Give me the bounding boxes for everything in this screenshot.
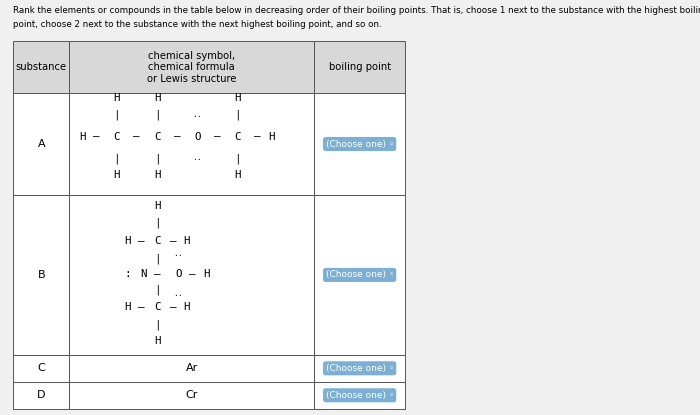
Text: ..: .. — [174, 289, 183, 298]
Text: —: — — [254, 132, 260, 142]
Text: (Choose one) ◦: (Choose one) ◦ — [326, 271, 393, 279]
Text: H: H — [203, 269, 209, 279]
Text: Cr: Cr — [186, 390, 198, 400]
Text: H: H — [154, 201, 160, 212]
Text: ..: .. — [193, 110, 202, 119]
Text: |: | — [154, 110, 160, 120]
FancyBboxPatch shape — [13, 93, 69, 195]
Text: A: A — [38, 139, 45, 149]
Text: —: — — [174, 132, 181, 142]
Text: |: | — [113, 110, 120, 120]
FancyBboxPatch shape — [69, 195, 314, 355]
Text: ..: .. — [174, 249, 183, 258]
Text: H: H — [125, 236, 131, 246]
Text: |: | — [154, 320, 160, 330]
Text: —: — — [170, 302, 176, 312]
Text: |: | — [113, 153, 120, 164]
FancyBboxPatch shape — [314, 93, 405, 195]
Text: H: H — [183, 236, 190, 246]
Text: (Choose one) ◦: (Choose one) ◦ — [326, 139, 393, 149]
FancyBboxPatch shape — [314, 382, 405, 409]
Text: C: C — [154, 302, 160, 312]
Text: boiling point: boiling point — [328, 62, 391, 72]
Text: —: — — [132, 132, 139, 142]
FancyBboxPatch shape — [69, 93, 314, 195]
Text: H: H — [79, 132, 86, 142]
Text: D: D — [37, 390, 46, 400]
Text: H: H — [234, 93, 240, 103]
Text: O: O — [175, 269, 182, 279]
FancyBboxPatch shape — [69, 382, 314, 409]
Text: |: | — [234, 110, 240, 120]
Text: C: C — [113, 132, 120, 142]
Text: —: — — [138, 302, 144, 312]
Text: —: — — [170, 236, 176, 246]
FancyBboxPatch shape — [13, 42, 69, 93]
Text: —: — — [138, 236, 144, 246]
Text: substance: substance — [15, 62, 67, 72]
Text: |: | — [234, 153, 240, 164]
Text: O: O — [194, 132, 200, 142]
Text: N: N — [141, 269, 147, 279]
Text: Rank the elements or compounds in the table below in decreasing order of their b: Rank the elements or compounds in the ta… — [13, 6, 700, 15]
FancyBboxPatch shape — [13, 195, 69, 355]
Text: —: — — [188, 269, 195, 279]
Text: —: — — [214, 132, 220, 142]
Text: point, choose 2 next to the substance with the next highest boiling point, and s: point, choose 2 next to the substance wi… — [13, 20, 382, 29]
Text: H: H — [154, 335, 160, 346]
Text: |: | — [154, 284, 160, 295]
Text: C: C — [154, 236, 160, 246]
Text: H: H — [183, 302, 190, 312]
Text: (Choose one) ◦: (Choose one) ◦ — [326, 391, 393, 400]
Text: C: C — [37, 363, 46, 374]
Text: H: H — [154, 170, 160, 180]
FancyBboxPatch shape — [13, 355, 69, 382]
Text: H: H — [125, 302, 131, 312]
Text: |: | — [154, 153, 160, 164]
Text: —: — — [154, 269, 160, 279]
Text: ..: .. — [193, 153, 202, 162]
Text: H: H — [113, 170, 120, 180]
Text: H: H — [269, 132, 275, 142]
FancyBboxPatch shape — [314, 355, 405, 382]
Text: B: B — [38, 270, 45, 280]
Text: —: — — [92, 132, 99, 142]
FancyBboxPatch shape — [69, 42, 314, 93]
Text: |: | — [154, 253, 160, 264]
FancyBboxPatch shape — [314, 195, 405, 355]
Text: C: C — [234, 132, 240, 142]
Text: :: : — [125, 269, 131, 279]
FancyBboxPatch shape — [314, 42, 405, 93]
Text: (Choose one) ◦: (Choose one) ◦ — [326, 364, 393, 373]
Text: C: C — [154, 132, 160, 142]
FancyBboxPatch shape — [13, 382, 69, 409]
Text: |: | — [154, 218, 160, 228]
Text: H: H — [154, 93, 160, 103]
Text: H: H — [234, 170, 240, 180]
Text: Ar: Ar — [186, 363, 198, 374]
Text: H: H — [113, 93, 120, 103]
FancyBboxPatch shape — [69, 355, 314, 382]
Text: chemical symbol,
chemical formula
or Lewis structure: chemical symbol, chemical formula or Lew… — [147, 51, 237, 84]
